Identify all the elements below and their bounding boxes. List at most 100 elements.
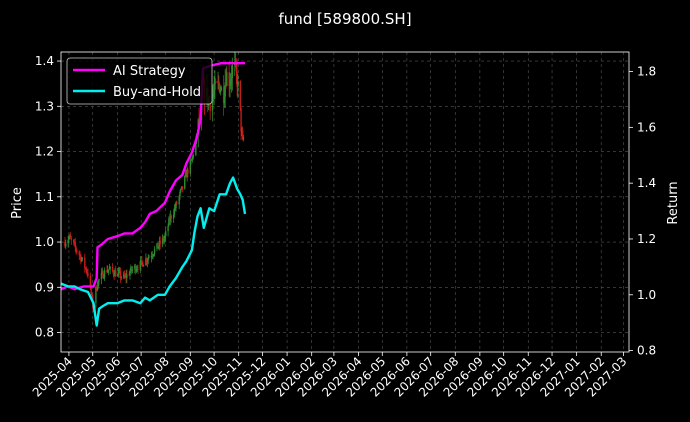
candle-body bbox=[96, 286, 99, 291]
right-tick-label: 1.6 bbox=[637, 120, 656, 134]
candle-body bbox=[106, 270, 108, 273]
candle-body bbox=[123, 274, 126, 278]
left-tick-label: 0.9 bbox=[35, 280, 54, 294]
candle-body bbox=[68, 237, 70, 240]
right-tick-label: 1.2 bbox=[637, 232, 656, 246]
candle-body bbox=[218, 81, 220, 84]
candle-body bbox=[70, 238, 73, 240]
candle-body bbox=[153, 248, 156, 254]
candle-body bbox=[158, 240, 161, 247]
candle-body bbox=[131, 269, 134, 271]
candle-body bbox=[229, 84, 231, 86]
candle-body bbox=[173, 208, 176, 215]
right-tick-label: 1.0 bbox=[637, 288, 656, 302]
candle-body bbox=[170, 215, 172, 219]
candle-body bbox=[140, 259, 142, 262]
candle-body bbox=[107, 269, 110, 271]
candle-body bbox=[126, 274, 128, 279]
candle-body bbox=[195, 140, 197, 156]
left-tick-label: 1.2 bbox=[35, 145, 54, 159]
candle-body bbox=[211, 96, 214, 111]
candle-body bbox=[212, 93, 215, 97]
candle-body bbox=[115, 270, 117, 277]
candle-body bbox=[130, 267, 133, 271]
candle-body bbox=[185, 173, 188, 178]
candle-body bbox=[172, 214, 175, 219]
candle-body bbox=[222, 87, 225, 104]
candle-body bbox=[156, 243, 158, 249]
candle-body bbox=[95, 287, 97, 304]
candle-body bbox=[109, 266, 111, 269]
candle-body bbox=[69, 236, 71, 238]
candle-body bbox=[139, 261, 142, 270]
candle-body bbox=[113, 274, 115, 277]
candle-body bbox=[142, 262, 144, 267]
candle-body bbox=[79, 254, 81, 256]
candle-body bbox=[86, 271, 88, 274]
candle-body bbox=[167, 225, 169, 232]
candle-body bbox=[85, 268, 88, 272]
candle-body bbox=[240, 107, 242, 132]
candle-body bbox=[163, 238, 165, 241]
left-y-ticks: 0.8 0.9 1.0 1.1 1.2 1.3 1.4 bbox=[35, 54, 61, 340]
candle-body bbox=[89, 276, 92, 287]
candle-body bbox=[102, 271, 104, 278]
candle-body bbox=[179, 191, 181, 197]
left-tick-label: 1.4 bbox=[35, 54, 54, 68]
candle-body bbox=[168, 218, 171, 221]
plot-frame bbox=[60, 51, 630, 353]
y-axis-right-title: Return bbox=[666, 181, 681, 224]
candle-body bbox=[64, 242, 66, 247]
candle-body bbox=[184, 176, 186, 189]
legend-label-ai-strategy: AI Strategy bbox=[113, 64, 186, 79]
candle-body bbox=[76, 250, 78, 252]
candle-body bbox=[65, 243, 67, 247]
candle-body bbox=[97, 280, 99, 287]
candle-body bbox=[192, 155, 195, 156]
candle-body bbox=[219, 90, 222, 93]
candle-body bbox=[98, 279, 100, 281]
candle-body bbox=[124, 275, 126, 278]
candle-body bbox=[242, 137, 245, 140]
candle-body bbox=[75, 247, 77, 251]
candle-body bbox=[117, 272, 119, 277]
candle-body bbox=[235, 62, 238, 72]
candle-body bbox=[81, 257, 84, 260]
candle-body bbox=[239, 80, 241, 108]
candle-body bbox=[119, 271, 121, 273]
candle-body bbox=[186, 169, 188, 178]
candle-body bbox=[190, 160, 192, 161]
candle-body bbox=[125, 275, 127, 279]
candle-body bbox=[162, 237, 165, 241]
candle-body bbox=[108, 268, 111, 270]
candle-body bbox=[153, 253, 155, 256]
candle-body bbox=[198, 119, 200, 121]
y-axis-left-title: Price bbox=[10, 187, 25, 219]
candle-body bbox=[180, 186, 183, 189]
candle-body bbox=[120, 277, 122, 278]
candle-body bbox=[178, 196, 180, 205]
candle-body bbox=[74, 242, 76, 248]
right-tick-label: 0.8 bbox=[637, 344, 656, 358]
candle-body bbox=[191, 155, 194, 160]
candle-body bbox=[114, 270, 116, 277]
candle-body bbox=[147, 257, 149, 261]
candle-body bbox=[142, 265, 145, 267]
chart-title: fund [589800.SH] bbox=[278, 10, 411, 28]
candle-body bbox=[174, 208, 176, 209]
candle-body bbox=[157, 243, 159, 249]
candle-body bbox=[100, 272, 103, 280]
candle-body bbox=[87, 273, 89, 277]
candle-body bbox=[69, 236, 72, 239]
left-tick-label: 1.3 bbox=[35, 99, 54, 113]
candle-body bbox=[218, 83, 221, 93]
candle-body bbox=[128, 274, 130, 276]
candle-body bbox=[141, 259, 143, 263]
candle-body bbox=[241, 130, 243, 132]
right-tick-label: 1.4 bbox=[637, 176, 656, 190]
candle-body bbox=[236, 71, 238, 87]
candle-body bbox=[112, 270, 115, 275]
candle-body bbox=[151, 255, 153, 257]
